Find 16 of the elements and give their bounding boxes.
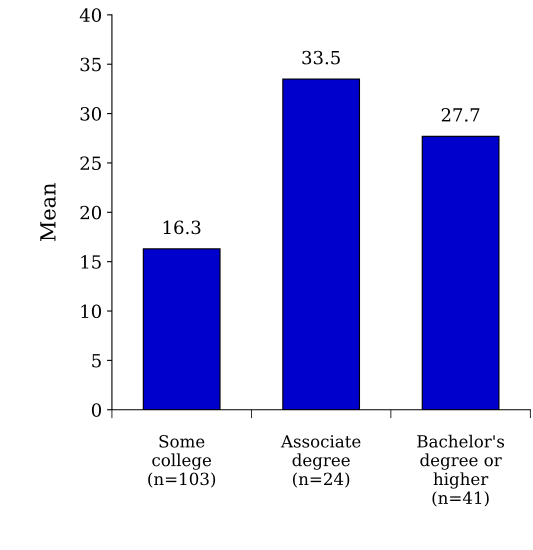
y-tick-label: 25 xyxy=(80,156,101,170)
data-label: 27.7 xyxy=(442,108,480,122)
y-tick-label: 5 xyxy=(92,354,101,368)
data-label: 33.5 xyxy=(302,50,340,64)
y-tick-label: 15 xyxy=(81,255,101,269)
x-tick-label: Associate degree (n=24) xyxy=(280,435,360,488)
x-tick-label: Some college (n=103) xyxy=(148,435,216,488)
y-tick-label: 30 xyxy=(80,107,102,121)
y-tick-label: 40 xyxy=(80,8,102,22)
data-label: 16.3 xyxy=(164,220,200,234)
y-axis-title: Mean xyxy=(40,183,56,242)
x-tick-label: Bachelor's degree or higher (n=41) xyxy=(417,434,504,506)
y-tick-label: 0 xyxy=(92,403,102,417)
y-tick-label: 10 xyxy=(81,304,102,318)
y-tick-label: 35 xyxy=(80,58,101,72)
y-tick-label: 20 xyxy=(80,206,102,220)
